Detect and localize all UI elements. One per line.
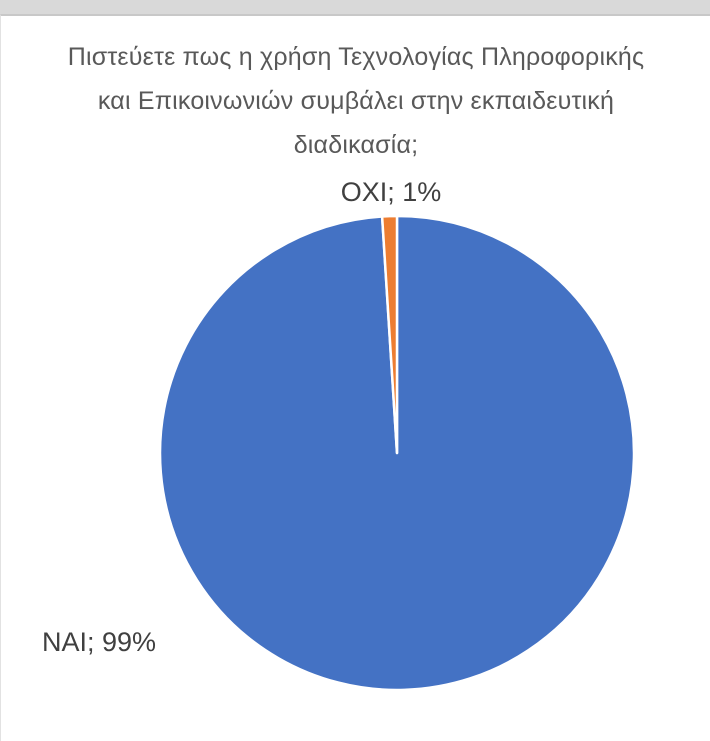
chart-title: Πιστεύετε πως η χρήση Τεχνολογίας Πληροφ… [67, 43, 645, 159]
data-label-ναι: ΝΑΙ; 99% [42, 627, 156, 657]
data-label-οχι: ΟΧΙ; 1% [341, 177, 442, 207]
pie-slice-οχι [380, 214, 399, 455]
